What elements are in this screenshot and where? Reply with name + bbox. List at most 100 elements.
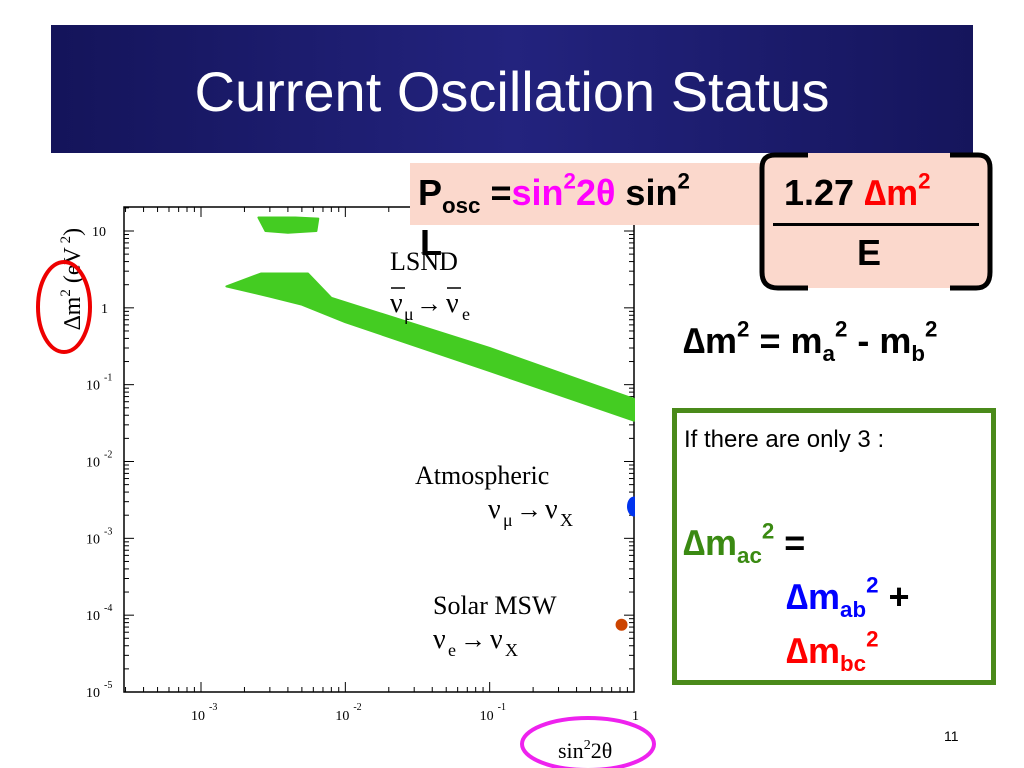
y-tick-label: 10 <box>86 609 100 624</box>
y-axis-label-part: (eV <box>60 246 86 289</box>
region-lsnd-band <box>225 272 635 422</box>
y-tick-label: 10 <box>92 225 106 240</box>
y-axis-label-part: ) <box>60 228 86 236</box>
three-neutrino-box <box>672 408 996 685</box>
region-lsnd-upper <box>257 216 320 234</box>
sin-b-text: sin <box>615 172 678 213</box>
annotation-atm-sub-x: X <box>560 510 573 530</box>
dm-ab-line: ∆mab2 + <box>786 574 910 621</box>
y-axis-label-part: ∆m <box>60 296 86 330</box>
x-axis-label-part: sin <box>558 738 584 763</box>
dm-ac-equals: = <box>774 522 806 563</box>
x-axis-label: sin22θ <box>558 738 612 763</box>
annotation-lsnd-sub-mu: μ <box>404 304 414 324</box>
mb-sup: 2 <box>925 316 938 342</box>
y-tick-label: 10 <box>86 532 100 547</box>
annotation-solar-nu2: ν <box>490 624 503 655</box>
annotation-solar: Solar MSW <box>433 591 557 620</box>
region-solar-msw <box>615 618 628 631</box>
dm-sup: 2 <box>737 316 750 342</box>
plot-layer: 10 -3 10 -2 10 -1 1 10 1 10 -1 10 -2 10 -3 10 -4 10 -5 LSND… <box>36 206 665 768</box>
dm-ab-sup: 2 <box>866 572 879 598</box>
sin-sup: 2 <box>563 168 576 194</box>
y-tick-label: 10 <box>86 456 100 471</box>
numerator-dm: ∆m <box>864 172 919 213</box>
sin-b-sup: 2 <box>677 168 690 194</box>
sin22theta-highlight-ellipse <box>520 716 656 768</box>
x-tick-label: 10 <box>191 709 205 724</box>
plus-sign: + <box>878 576 910 617</box>
annotation-lsnd-arrow: → <box>416 289 442 318</box>
left-bracket <box>759 152 808 291</box>
clip-mask <box>635 490 665 530</box>
fraction-denominator: E <box>857 232 882 273</box>
y-tick-label: 10 <box>86 686 100 701</box>
numerator-dm-sup: 2 <box>918 168 931 194</box>
dm-bc-sup: 2 <box>866 626 879 652</box>
dm-bc-line: ∆mbc2 <box>786 628 879 675</box>
dm-text: ∆m <box>683 320 738 361</box>
three-neutrino-intro: If there are only 3 : <box>684 426 885 453</box>
annotation-solar-nu: ν <box>433 624 446 655</box>
fraction-background <box>761 153 991 288</box>
annotation-lsnd: LSND <box>390 247 458 276</box>
dm-ac: ∆m <box>683 522 738 563</box>
annotation-atm-nu: ν <box>488 494 501 525</box>
annotation-solar-sub-x: X <box>505 640 518 660</box>
dm-ac-sub: ac <box>737 542 762 568</box>
y-axis-label: ∆m2 (eV 2) <box>58 228 86 330</box>
dm-ac-sup: 2 <box>761 518 775 544</box>
annotation-atm-arrow: → <box>516 495 542 524</box>
y-tick-exponent: -4 <box>104 603 112 614</box>
right-bracket <box>950 152 993 291</box>
formula-l-symbol: L <box>420 222 442 263</box>
two-theta: 2θ <box>575 172 616 213</box>
dm-ac-line: ∆mac2 = <box>683 520 806 567</box>
x-tick-label: 10 <box>480 709 494 724</box>
sin-text: sin <box>511 172 564 213</box>
y-tick-label: 10 <box>86 379 100 394</box>
equals-sign: = <box>480 172 512 213</box>
osc-probability-formula: Posc =sin22θ sin2 <box>418 170 690 217</box>
plot-frame <box>123 206 635 693</box>
minus-mb: - m <box>847 320 912 361</box>
annotation-solar-sub-e: e <box>448 640 456 660</box>
dm2-highlight-ellipse <box>36 260 92 354</box>
slide-title: Current Oscillation Status <box>194 60 830 123</box>
annotation-lsnd-reaction-nu2: ν <box>446 288 459 319</box>
p-symbol: P <box>418 172 443 213</box>
x-tick-exponent: -2 <box>353 702 361 713</box>
title-bar: Current Oscillation Status <box>51 25 973 153</box>
y-axis-label-part: 2 <box>58 289 74 297</box>
x-tick-label: 10 <box>335 709 349 724</box>
y-tick-exponent: -1 <box>104 373 112 384</box>
annotation-lsnd-reaction-nu: ν <box>390 288 403 319</box>
y-tick-exponent: -5 <box>104 680 112 691</box>
annotation-atmospheric: Atmospheric <box>415 461 549 490</box>
fraction-line <box>773 223 979 226</box>
numerator-const: 1.27 <box>784 172 865 213</box>
y-tick-exponent: -2 <box>104 450 112 461</box>
ma-sub: a <box>822 340 835 366</box>
dm-ab-sub: ab <box>840 596 867 622</box>
x-tick-exponent: -3 <box>209 702 217 713</box>
x-axis-label-part: 2θ <box>591 738 613 763</box>
y-tick-exponent: -3 <box>104 526 112 537</box>
y-axis-label-part: 2 <box>58 236 74 247</box>
y-tick-label: 1 <box>101 302 108 317</box>
x-tick-exponent: -1 <box>498 702 506 713</box>
annotation-lsnd-sub-e: e <box>462 304 470 324</box>
dm-bc-sub: bc <box>840 650 867 676</box>
ma-sup: 2 <box>834 316 848 342</box>
annotation-atm-sub-mu: μ <box>503 510 513 530</box>
x-tick-label: 1 <box>632 709 639 724</box>
mass-difference-definition: ∆m2 = ma2 - mb2 <box>683 318 937 365</box>
x-axis-label-part: 2 <box>584 738 591 753</box>
annotation-solar-arrow: → <box>460 625 486 654</box>
equals-ma: = m <box>749 320 823 361</box>
sin-sq-term: sin22θ <box>511 170 616 213</box>
dm-bc: ∆m <box>786 630 841 671</box>
dm-ab: ∆m <box>786 576 841 617</box>
